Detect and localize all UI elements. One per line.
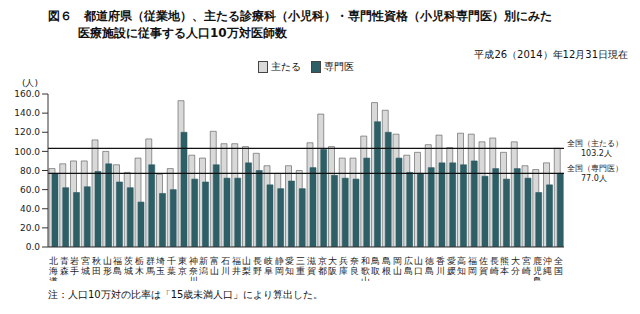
- svg-text:大分: 大分: [511, 256, 520, 276]
- svg-text:佐賀: 佐賀: [479, 256, 488, 276]
- svg-text:島根: 島根: [382, 256, 391, 276]
- svg-text:福井: 福井: [232, 256, 241, 276]
- svg-text:茨城: 茨城: [123, 256, 133, 276]
- svg-text:高知: 高知: [457, 256, 466, 276]
- svg-text:兵庫: 兵庫: [339, 256, 348, 276]
- svg-text:山形: 山形: [103, 256, 112, 276]
- svg-text:青森: 青森: [60, 256, 69, 276]
- svg-text:千葉: 千葉: [167, 256, 176, 276]
- svg-text:栃木: 栃木: [135, 256, 144, 276]
- svg-text:長野: 長野: [253, 256, 262, 276]
- svg-text:埼玉: 埼玉: [155, 256, 165, 276]
- svg-text:香川: 香川: [436, 256, 445, 276]
- svg-text:宮崎: 宮崎: [522, 256, 531, 276]
- svg-text:鹿児島: 鹿児島: [533, 256, 542, 281]
- svg-text:岩手: 岩手: [70, 256, 79, 276]
- svg-text:神奈川: 神奈川: [189, 256, 198, 281]
- svg-text:鳥取: 鳥取: [370, 256, 380, 276]
- svg-text:80.0: 80.0: [20, 166, 40, 176]
- svg-text:140.0: 140.0: [14, 108, 40, 118]
- svg-text:岐阜: 岐阜: [264, 256, 273, 276]
- svg-text:全国（専門医）: 全国（専門医）: [567, 164, 623, 173]
- html-text:注：人口10万対の比率は「15歳未満人口」により算出した。: 注：人口10万対の比率は「15歳未満人口」により算出した。: [48, 289, 324, 300]
- svg-text:愛媛: 愛媛: [447, 256, 456, 276]
- html-text:図６ 都道府県（従業地）、主たる診療科（小児科）・専門性資格: 図６ 都道府県（従業地）、主たる診療科（小児科）・専門性資格（小児科専門医）別に…: [48, 9, 552, 23]
- svg-text:広島: 広島: [404, 256, 413, 276]
- svg-text:宮城: 宮城: [80, 256, 90, 276]
- html-text:平成26（2014）年12月31日現在: 平成26（2014）年12月31日現在: [474, 49, 628, 60]
- svg-text:奈良: 奈良: [350, 256, 359, 276]
- svg-text:和歌山: 和歌山: [361, 256, 370, 281]
- html-text:専門医: 専門医: [324, 61, 354, 72]
- svg-text:東京: 東京: [178, 256, 187, 276]
- svg-text:160.0: 160.0: [14, 89, 40, 99]
- svg-text:20.0: 20.0: [20, 223, 40, 233]
- svg-text:全国（主たる）: 全国（主たる）: [567, 139, 623, 148]
- svg-text:北海道: 北海道: [49, 256, 58, 281]
- svg-text:京都: 京都: [318, 256, 327, 276]
- svg-text:徳島: 徳島: [425, 256, 434, 276]
- svg-text:秋田: 秋田: [92, 256, 101, 276]
- svg-text:滋賀: 滋賀: [307, 256, 316, 276]
- svg-text:三重: 三重: [296, 256, 305, 276]
- svg-text:静岡: 静岡: [275, 256, 284, 276]
- svg-text:石川: 石川: [221, 256, 230, 276]
- svg-text:77.0人: 77.0人: [581, 174, 607, 183]
- svg-text:100.0: 100.0: [14, 147, 40, 157]
- svg-text:全国: 全国: [554, 256, 563, 276]
- html-text:医療施設に従事する人口10万対医師数: 医療施設に従事する人口10万対医師数: [78, 26, 287, 40]
- svg-text:沖縄: 沖縄: [542, 256, 552, 276]
- svg-text:(人): (人): [22, 78, 38, 88]
- svg-text:長崎: 長崎: [490, 256, 499, 276]
- svg-text:山口: 山口: [414, 256, 423, 276]
- svg-text:60.0: 60.0: [20, 185, 40, 195]
- svg-text:103.2人: 103.2人: [581, 149, 612, 158]
- svg-text:山梨: 山梨: [242, 256, 251, 276]
- svg-text:福岡: 福岡: [468, 256, 477, 276]
- svg-text:福島: 福島: [113, 256, 122, 276]
- svg-text:大阪: 大阪: [328, 256, 337, 276]
- svg-text:0.0: 0.0: [26, 242, 41, 252]
- svg-text:熊本: 熊本: [500, 256, 509, 276]
- svg-text:岡山: 岡山: [393, 256, 402, 276]
- svg-text:群馬: 群馬: [145, 256, 155, 276]
- svg-text:富山: 富山: [210, 256, 219, 276]
- svg-text:40.0: 40.0: [20, 204, 40, 214]
- html-text:主たる: 主たる: [271, 61, 301, 72]
- svg-text:愛知: 愛知: [285, 256, 294, 276]
- svg-text:120.0: 120.0: [14, 127, 40, 137]
- svg-text:新潟: 新潟: [199, 256, 208, 276]
